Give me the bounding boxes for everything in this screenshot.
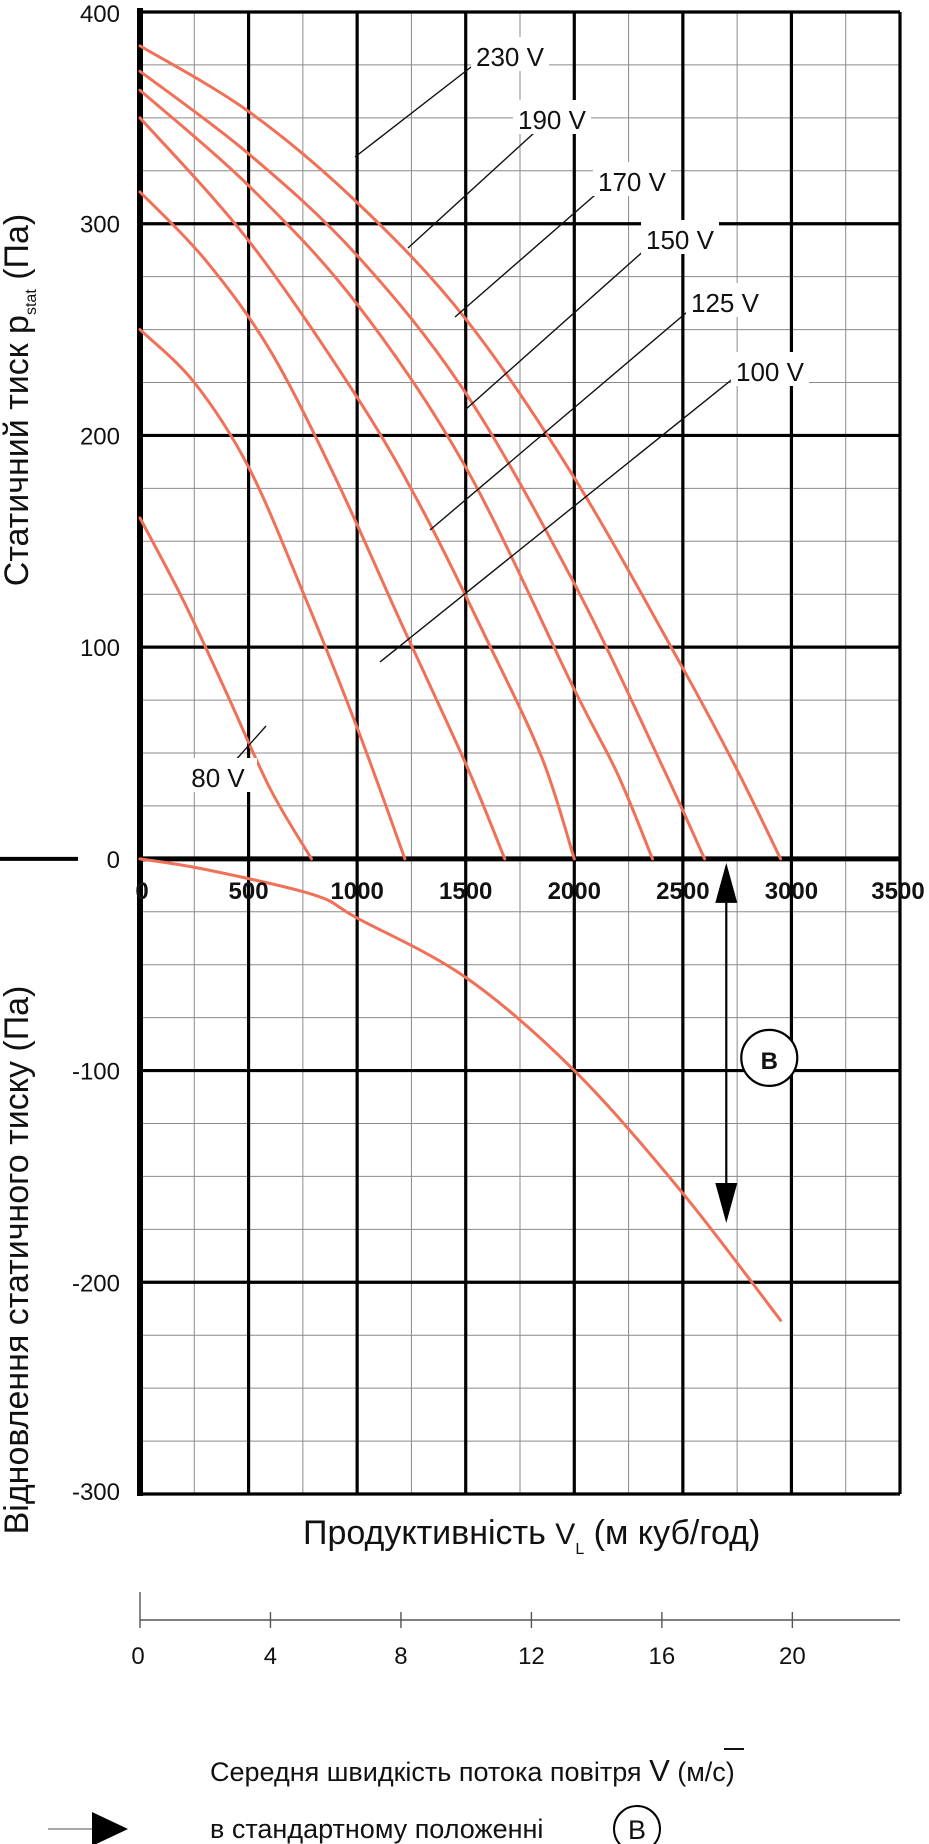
b-marker-circle: [740, 1028, 799, 1087]
curve-230v: [138, 44, 783, 861]
x-axis-title: Продуктивність VL (м куб/год): [303, 1514, 760, 1558]
curve-150v: [138, 116, 576, 861]
y-tick--300: -300: [72, 1479, 120, 1506]
label-100v: 100 V: [736, 357, 805, 387]
leader-170v: [454, 174, 619, 318]
y-axis-bottom-title: Відновлення статичного тиску (Па): [0, 986, 36, 1535]
velocity-tick-16: 16: [649, 1643, 676, 1670]
legend: Середня швидкість потока повітря V (м/с)…: [48, 1748, 744, 1844]
label-bg: [686, 283, 764, 317]
axes: [0, 8, 900, 1496]
velocity-tick-0: 0: [131, 1643, 144, 1670]
y-axis-top-symbol: p: [0, 315, 36, 334]
curve-labels: 230 V 190 V 170 V 150 V 125 V 100 V 80 V: [179, 37, 809, 793]
y-tick-300: 300: [80, 212, 120, 239]
b-marker-label: B: [761, 1048, 778, 1075]
y-tick-0: 0: [107, 847, 120, 874]
legend-line2: в стандартному положенні: [210, 1814, 543, 1844]
legend-line1: Середня швидкість потока повітря V (м/с): [210, 1753, 735, 1788]
curve-pressure-recovery: [138, 857, 783, 1322]
y-axis-bottom-label: Відновлення статичного тиску: [0, 1052, 36, 1535]
label-bg: [731, 352, 809, 386]
y-tick-100: 100: [80, 635, 120, 662]
x-tick-3000: 3000: [765, 878, 818, 905]
x-axis-unit: (м куб/год): [584, 1514, 760, 1552]
x-tick-0: 0: [135, 878, 148, 905]
x-tick-500: 500: [229, 878, 269, 905]
curve-125v: [138, 190, 507, 861]
label-bg: [641, 220, 719, 254]
x-tick-1500: 1500: [439, 878, 492, 905]
y-axis-top-unit: (Па): [0, 214, 36, 289]
leader-100v: [379, 364, 751, 663]
curve-190v: [138, 69, 707, 861]
b-marker: B: [715, 862, 799, 1224]
curve-100v: [138, 328, 407, 861]
label-80v: 80 V: [191, 763, 245, 793]
curves: [138, 44, 783, 1322]
legend-line1-text: Середня швидкість потока повітря: [210, 1757, 649, 1787]
leader-230v: [354, 49, 494, 158]
axis-titles: Статичний тиск pstat (Па)Відновлення ста…: [0, 214, 760, 1558]
legend-marker-circle: [613, 1805, 661, 1844]
curve-80v: [138, 516, 313, 861]
y-axis-bottom-unit: (Па): [0, 986, 36, 1052]
legend-marker: B: [628, 1815, 646, 1844]
y-tick-200: 200: [80, 423, 120, 450]
tick-labels: 0 500 1000 1500 2000 2500 3000 3500400300200100…: [72, 1, 925, 1506]
legend-unit: (м/с): [670, 1757, 735, 1787]
x-tick-2000: 2000: [548, 878, 601, 905]
legend-arrow-head: [92, 1812, 128, 1844]
velocity-tick-4: 4: [264, 1643, 277, 1670]
x-tick-3500: 3500: [871, 878, 924, 905]
label-bg: [471, 37, 549, 71]
label-150v: 150 V: [646, 225, 715, 255]
x-axis-label: Продуктивність: [303, 1514, 555, 1552]
velocity-axis: 0 4 8 12 16 20: [131, 1592, 900, 1670]
x-axis-symbol-sub: L: [575, 1541, 584, 1558]
x-axis-symbol: V: [555, 1518, 575, 1551]
label-bg: [179, 758, 257, 792]
y-tick--200: -200: [72, 1270, 120, 1297]
y-axis-top-label: Статичний тиск: [0, 334, 36, 586]
leader-190v: [407, 111, 558, 249]
label-bg: [513, 100, 591, 134]
x-tick-2500: 2500: [656, 878, 709, 905]
label-230v: 230 V: [476, 42, 545, 72]
label-190v: 190 V: [518, 105, 587, 135]
y-tick-400: 400: [80, 1, 120, 28]
y-axis-top-symbol-sub: stat: [23, 289, 40, 315]
velocity-tick-20: 20: [779, 1643, 806, 1670]
label-170v: 170 V: [598, 167, 667, 197]
legend-symbol: V: [649, 1753, 670, 1788]
y-tick--100: -100: [72, 1059, 120, 1086]
curve-170v: [138, 88, 654, 861]
velocity-tick-8: 8: [394, 1643, 407, 1670]
b-arrow-down: [715, 1183, 738, 1224]
velocity-tick-12: 12: [518, 1643, 545, 1670]
leader-125v: [429, 295, 707, 531]
label-125v: 125 V: [691, 288, 760, 318]
x-tick-1000: 1000: [330, 878, 383, 905]
leader-80v: [233, 725, 267, 763]
leader-150v: [464, 231, 666, 411]
y-axis-top-title: Статичний тиск pstat (Па): [0, 214, 40, 586]
b-arrow-up: [715, 862, 738, 903]
label-leader-lines: [233, 49, 751, 763]
label-bg: [593, 162, 671, 196]
